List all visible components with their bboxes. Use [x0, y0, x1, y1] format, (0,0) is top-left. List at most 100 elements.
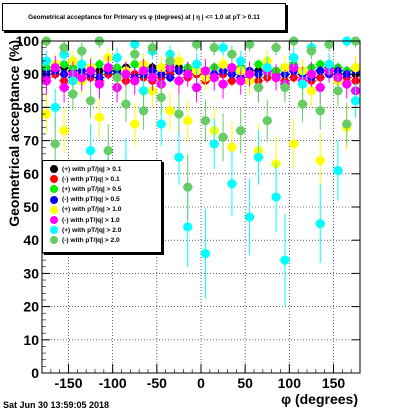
legend-marker — [50, 216, 58, 225]
chart-title-box: Geometrical acceptance for Primary vs φ … — [2, 3, 286, 31]
y-tick-label: 100 — [16, 33, 40, 49]
data-point — [85, 66, 96, 76]
data-point — [209, 43, 219, 53]
y-tick-label: 20 — [23, 299, 39, 315]
data-point — [280, 255, 290, 265]
data-point — [200, 116, 211, 126]
data-point — [156, 92, 166, 103]
data-point — [316, 60, 325, 69]
legend-label: (+) with pT/|q| > 0.5 — [62, 185, 122, 193]
data-point — [315, 155, 325, 166]
y-tick-label: 40 — [23, 232, 39, 248]
legend-label: (+) with pT/|q| > 2.0 — [62, 226, 122, 234]
data-point — [156, 62, 166, 73]
data-point — [41, 76, 52, 86]
data-point — [218, 132, 228, 142]
data-point — [60, 60, 69, 69]
data-point — [200, 248, 211, 259]
legend: (+) with pT/|q| > 0.1 (-) with pT/|q| > 0… — [42, 160, 162, 253]
data-point — [289, 62, 299, 73]
data-point — [316, 66, 325, 75]
data-point — [174, 56, 184, 66]
data-point — [130, 76, 140, 86]
data-point — [271, 72, 281, 83]
data-point — [121, 69, 131, 79]
legend-entry: (-) with pT/|q| > 0.5 — [43, 195, 161, 205]
data-point — [156, 119, 166, 129]
y-tick-label: 10 — [23, 332, 39, 348]
data-point — [306, 46, 317, 56]
legend-label: (+) with pT/|q| > 0.1 — [62, 165, 122, 173]
data-point — [112, 53, 122, 63]
data-point — [94, 112, 105, 122]
data-point — [85, 145, 96, 156]
data-point — [315, 106, 325, 116]
data-point — [315, 82, 325, 93]
data-point — [350, 62, 361, 73]
data-point — [183, 222, 193, 232]
data-point — [262, 116, 272, 126]
y-tick-label: 0 — [31, 365, 39, 381]
data-point — [218, 79, 228, 89]
timestamp: Sat Jun 30 13:59:05 2018 — [3, 400, 110, 410]
data-point — [77, 59, 87, 69]
chart-title: Geometrical acceptance for Primary vs φ … — [28, 13, 260, 21]
legend-label: (-) with pT/|q| > 0.1 — [62, 175, 120, 183]
data-point — [236, 56, 246, 66]
y-tick-label: 30 — [23, 265, 39, 281]
legend-entry: (-) with pT/|q| > 2.0 — [43, 235, 161, 245]
data-point — [227, 76, 236, 85]
data-point — [324, 39, 334, 49]
y-axis-label: Geometrical acceptance (%) — [6, 40, 22, 227]
data-point — [77, 46, 87, 56]
data-point — [147, 43, 158, 53]
legend-label: (+) with pT/|q| > 1.0 — [62, 206, 122, 214]
data-point — [342, 119, 352, 129]
data-point — [244, 39, 255, 49]
data-point — [280, 82, 290, 93]
data-point — [59, 126, 69, 136]
data-point — [174, 76, 184, 86]
x-tick-label: 50 — [237, 375, 253, 391]
data-point — [306, 69, 317, 79]
data-point — [333, 86, 343, 96]
data-point — [165, 56, 175, 66]
legend-marker — [50, 175, 58, 184]
data-point — [289, 53, 299, 63]
data-point — [254, 60, 263, 69]
data-point — [209, 72, 219, 83]
x-tick-label: -50 — [147, 375, 167, 391]
data-point — [59, 82, 69, 93]
data-point — [218, 43, 228, 53]
data-point — [59, 43, 69, 53]
data-point — [227, 179, 237, 189]
data-point — [297, 79, 308, 89]
legend-entry: (-) with pT/|q| > 1.0 — [43, 215, 161, 225]
data-point — [218, 59, 228, 69]
data-point — [253, 152, 264, 162]
data-point — [130, 49, 140, 59]
data-point — [138, 106, 149, 116]
y-tick-label: 70 — [23, 133, 39, 149]
data-point — [289, 139, 299, 149]
data-point — [183, 69, 193, 79]
data-point — [191, 82, 202, 93]
data-point — [147, 72, 158, 83]
data-point — [191, 39, 202, 49]
data-point — [112, 72, 122, 83]
y-tick-label: 90 — [23, 66, 39, 82]
legend-marker — [50, 195, 58, 204]
legend-entry: (+) with pT/|q| > 1.0 — [43, 205, 161, 215]
data-point — [306, 86, 317, 96]
data-point — [121, 99, 131, 109]
data-point — [50, 62, 60, 73]
data-point — [333, 165, 343, 176]
x-tick-label: 0 — [197, 375, 205, 391]
data-point — [130, 119, 140, 129]
data-point — [50, 102, 60, 112]
legend-marker — [50, 236, 58, 245]
data-point — [236, 126, 246, 136]
data-point — [77, 72, 87, 83]
legend-marker — [50, 165, 58, 174]
data-point — [244, 69, 255, 79]
